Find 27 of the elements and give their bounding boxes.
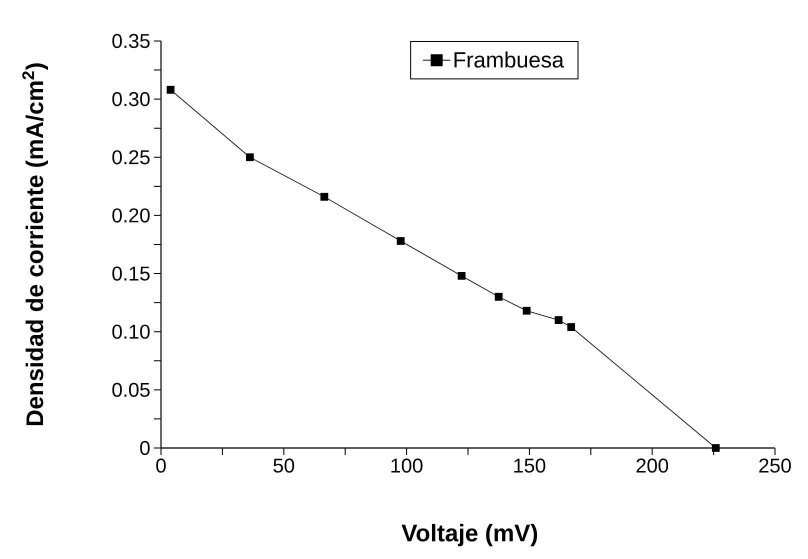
y-tick-label: 0.05 xyxy=(112,382,150,397)
y-tick-label: 0.30 xyxy=(112,92,150,106)
point xyxy=(567,323,576,331)
x-axis-title: Voltaje (mV) xyxy=(402,524,538,546)
point xyxy=(246,153,254,162)
y-tick-label: 0 xyxy=(140,440,150,456)
point xyxy=(396,237,405,245)
x-tick-label: 0 xyxy=(156,458,166,473)
point xyxy=(554,316,563,324)
x-tick-label: 200 xyxy=(636,458,668,473)
y-axis-title: Densidad de corriente (mA/cm$^{2}$) xyxy=(22,63,48,426)
x-tick-label: 100 xyxy=(391,458,422,473)
x-tick-label: 50 xyxy=(273,458,294,473)
point xyxy=(166,86,174,94)
legend-label: Frambuesa xyxy=(454,51,564,68)
point xyxy=(712,444,720,452)
x-tick-label: 150 xyxy=(514,458,546,473)
y-tick-label: 0.10 xyxy=(112,324,150,339)
y-tick-label: 0.25 xyxy=(112,150,150,164)
point xyxy=(458,272,466,280)
point xyxy=(320,192,328,201)
y-tick-label: 0.20 xyxy=(112,208,150,222)
point xyxy=(522,306,531,315)
point xyxy=(494,292,503,301)
x-tick-label: 250 xyxy=(759,458,791,473)
y-tick-label: 0.35 xyxy=(112,34,150,48)
y-tick-label: 0.15 xyxy=(112,266,150,281)
